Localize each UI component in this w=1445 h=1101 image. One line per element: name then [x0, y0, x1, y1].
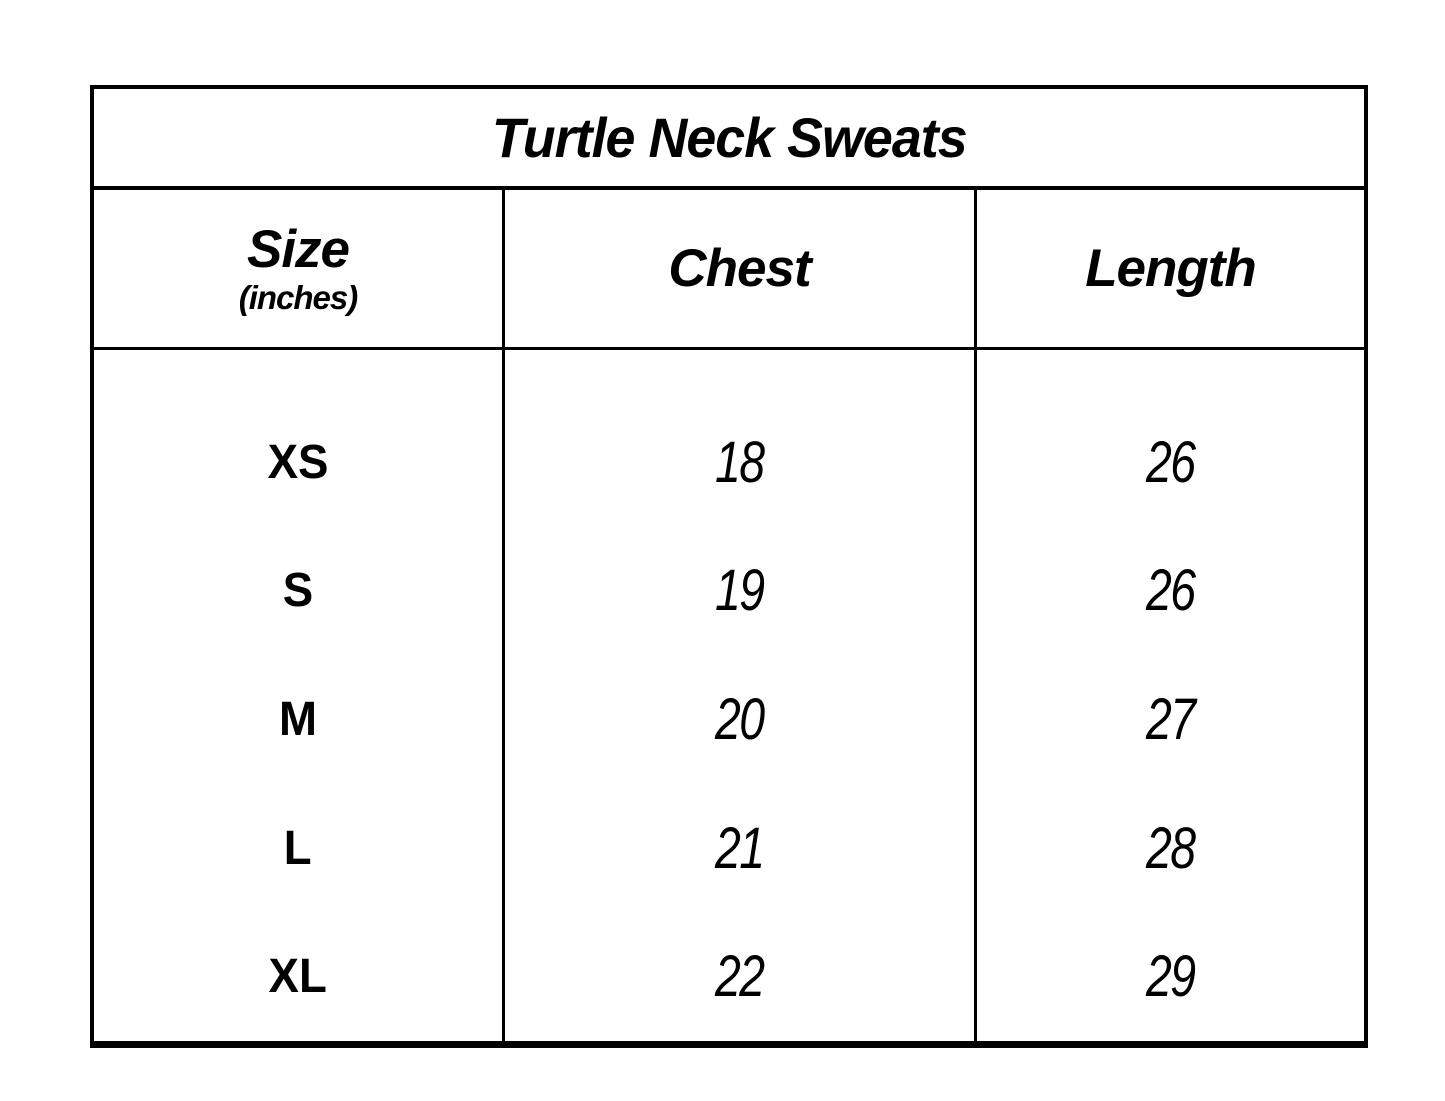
size-header-label: Size: [246, 219, 350, 279]
size-label-l: L: [284, 821, 312, 875]
body-column-length: 26 26 27 28 29: [974, 350, 1364, 1041]
length-header-label: Length: [1085, 238, 1257, 298]
table-title-row: Turtle Neck Sweats: [94, 89, 1364, 190]
table-header-row: Size (inches) Chest Length: [94, 190, 1364, 350]
table-title: Turtle Neck Sweats: [491, 106, 968, 169]
table-cell: XS: [94, 398, 502, 527]
length-value-m: 27: [1146, 686, 1196, 752]
length-value-s: 26: [1146, 558, 1196, 624]
column-header-length: Length: [974, 190, 1364, 347]
table-cell: 18: [505, 398, 974, 527]
size-label-xl: XL: [268, 950, 328, 1004]
table-cell: 19: [505, 527, 974, 656]
table-cell: 29: [977, 912, 1364, 1041]
chest-value-xl: 22: [715, 944, 765, 1010]
size-label-s: S: [282, 564, 314, 618]
size-label-xs: XS: [267, 435, 329, 489]
table-cell: 28: [977, 784, 1364, 913]
table-cell: L: [94, 784, 502, 913]
size-chart-table: Turtle Neck Sweats Size (inches) Chest L…: [90, 85, 1368, 1048]
length-value-xl: 29: [1146, 944, 1196, 1010]
table-cell: 26: [977, 527, 1364, 656]
length-value-l: 28: [1146, 815, 1196, 881]
table-cell: 21: [505, 784, 974, 913]
chest-header-label: Chest: [668, 238, 811, 298]
column-header-size: Size (inches): [94, 190, 502, 347]
size-label-m: M: [278, 692, 317, 746]
column-header-chest: Chest: [502, 190, 974, 347]
table-cell: M: [94, 655, 502, 784]
body-column-chest: 18 19 20 21 22: [502, 350, 974, 1041]
chest-value-l: 21: [715, 815, 765, 881]
length-value-xs: 26: [1146, 429, 1196, 495]
size-unit-note: (inches): [238, 278, 359, 316]
chest-value-xs: 18: [715, 429, 765, 495]
table-cell: S: [94, 527, 502, 656]
table-cell: 27: [977, 655, 1364, 784]
body-column-size: XS S M L XL: [94, 350, 502, 1041]
table-cell: 26: [977, 398, 1364, 527]
chest-value-m: 20: [715, 686, 765, 752]
table-cell: 20: [505, 655, 974, 784]
table-body: XS S M L XL 18 19 20: [94, 350, 1364, 1041]
table-cell: 22: [505, 912, 974, 1041]
table-cell: XL: [94, 912, 502, 1041]
chest-value-s: 19: [715, 558, 765, 624]
